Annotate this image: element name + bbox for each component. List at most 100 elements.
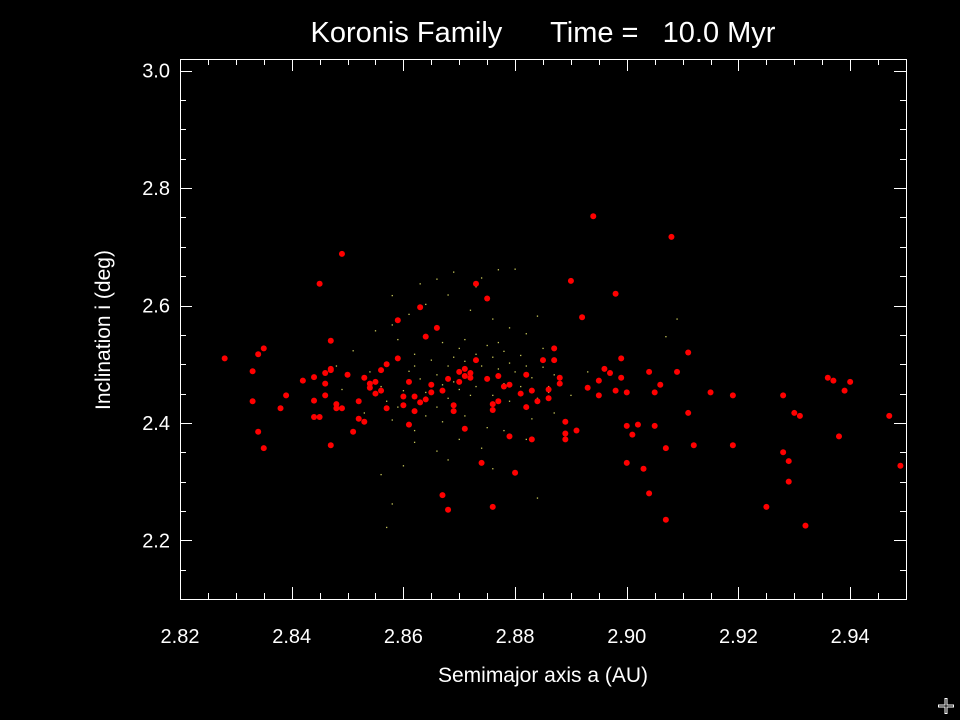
data-point	[824, 374, 831, 381]
data-point-dot	[447, 294, 449, 296]
data-point	[780, 392, 787, 399]
data-point-dot	[475, 385, 477, 388]
data-point	[545, 386, 552, 393]
y-tick-label: 2.6	[142, 296, 170, 318]
data-point	[506, 433, 513, 440]
data-point-dot	[436, 406, 438, 408]
data-point	[573, 427, 580, 434]
data-point-dot	[503, 429, 505, 432]
data-point	[662, 516, 669, 523]
y-tick-label: 2.8	[142, 178, 170, 200]
data-point-dot	[536, 497, 539, 499]
data-point	[461, 365, 468, 372]
y-tick-label: 2.4	[142, 413, 170, 435]
data-point-dot	[425, 303, 427, 306]
data-point	[551, 357, 558, 364]
data-point-dot	[486, 427, 488, 429]
data-point	[338, 250, 345, 257]
data-point-dot	[525, 365, 527, 367]
data-point	[612, 387, 619, 394]
data-point	[556, 374, 563, 381]
data-point	[439, 492, 446, 499]
data-point	[685, 409, 692, 416]
x-axis-label: Semimajor axis a (AU)	[438, 664, 648, 687]
data-point	[322, 380, 329, 387]
data-point-dot	[391, 324, 393, 326]
data-point-dot	[419, 283, 421, 285]
data-point	[467, 374, 474, 381]
data-point	[350, 428, 357, 435]
data-point	[283, 392, 290, 399]
data-point	[400, 393, 407, 400]
data-point-dot	[391, 294, 393, 297]
data-point-dot	[386, 526, 388, 529]
data-point	[311, 414, 318, 421]
data-point-dot	[441, 421, 444, 423]
data-point	[590, 213, 597, 220]
data-point	[690, 442, 697, 449]
chart-title: Koronis Family Time = 10.0 Myr	[311, 17, 776, 49]
data-point	[685, 349, 692, 356]
data-point-dot	[492, 394, 494, 397]
data-point-dot	[447, 365, 449, 367]
data-point-dot	[458, 438, 460, 441]
data-point	[394, 317, 401, 324]
data-point-dot	[525, 438, 527, 441]
data-point	[651, 422, 658, 429]
data-point	[785, 458, 792, 465]
data-point	[299, 377, 306, 384]
data-point	[366, 380, 373, 387]
data-point	[506, 381, 513, 388]
data-point	[489, 407, 496, 413]
data-point-dot	[542, 347, 544, 350]
data-point	[433, 324, 440, 331]
data-point-dot	[542, 366, 544, 368]
data-point	[333, 405, 340, 412]
data-point	[791, 409, 798, 416]
data-point	[327, 337, 334, 344]
data-point	[618, 374, 625, 381]
data-point-dot	[536, 315, 539, 317]
data-point-dot	[447, 397, 449, 399]
data-point-dot	[341, 388, 343, 391]
data-point	[674, 368, 681, 375]
data-point-dot	[458, 388, 460, 391]
data-point-dot	[486, 344, 488, 347]
data-point	[607, 370, 614, 377]
data-point-dot	[447, 459, 449, 461]
series-red-points	[221, 213, 904, 529]
data-point	[668, 233, 675, 240]
data-point	[366, 384, 373, 391]
data-point-dot	[335, 365, 338, 367]
data-point-dot	[553, 374, 555, 376]
data-point-dot	[402, 390, 405, 392]
data-point	[327, 442, 334, 449]
data-point-dot	[413, 441, 416, 443]
data-point	[528, 387, 535, 394]
data-point	[422, 333, 429, 340]
data-point	[445, 375, 452, 382]
data-point	[601, 365, 608, 372]
x-tick-label: 2.82	[161, 626, 200, 648]
x-axis-tick-labels: 2.82 2.84 2.86 2.88 2.90 2.92 2.94	[161, 626, 870, 648]
data-point	[327, 365, 334, 372]
data-point-dot	[464, 360, 466, 362]
data-point	[428, 389, 435, 396]
data-point	[372, 390, 379, 397]
data-point-dot	[391, 419, 393, 421]
data-point	[428, 381, 435, 388]
data-point	[780, 449, 787, 456]
data-point	[322, 370, 329, 377]
data-point	[383, 405, 390, 412]
data-point-dot	[480, 447, 483, 449]
data-point	[355, 398, 362, 405]
data-point	[400, 402, 407, 409]
data-point-dot	[419, 378, 421, 380]
data-point	[249, 398, 256, 405]
data-point	[651, 389, 658, 396]
data-point	[405, 378, 412, 385]
data-point	[517, 390, 524, 397]
data-point	[411, 408, 418, 415]
data-point-dot	[464, 338, 466, 341]
crosshair-cursor-icon	[938, 698, 954, 714]
